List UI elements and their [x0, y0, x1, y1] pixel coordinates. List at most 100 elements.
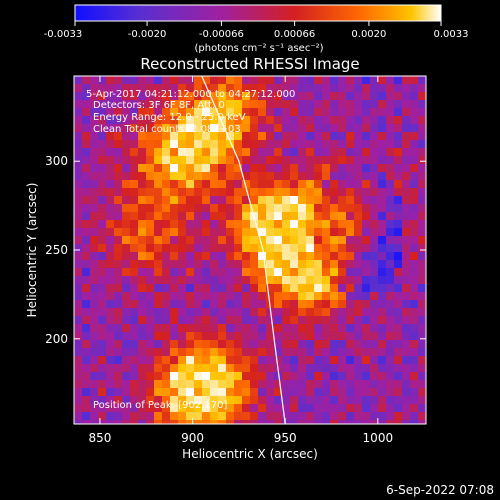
heatmap-cell	[298, 148, 307, 157]
heatmap-cell	[130, 396, 139, 405]
heatmap-cell	[338, 164, 347, 173]
heatmap-cell	[378, 164, 387, 173]
heatmap-cell	[274, 308, 283, 317]
heatmap-cell	[186, 140, 195, 149]
heatmap-cell	[74, 100, 83, 109]
heatmap-cell	[210, 356, 219, 365]
heatmap-cell	[114, 404, 123, 413]
heatmap-cell	[234, 180, 243, 189]
heatmap-cell	[98, 324, 107, 333]
heatmap-cell	[346, 156, 355, 165]
heatmap-cell	[306, 380, 315, 389]
heatmap-cell	[98, 84, 107, 93]
heatmap-cell	[418, 332, 426, 341]
heatmap-cell	[314, 316, 323, 325]
heatmap-cell	[122, 108, 131, 117]
heatmap-cell	[178, 84, 187, 93]
heatmap-cell	[202, 300, 211, 309]
heatmap-cell	[242, 348, 251, 357]
heatmap-cell	[218, 420, 227, 424]
heatmap-cell	[370, 212, 379, 221]
heatmap-cell	[146, 396, 155, 405]
heatmap-cell	[394, 100, 403, 109]
heatmap-cell	[178, 340, 187, 349]
heatmap-cell	[170, 332, 179, 341]
heatmap-cell	[282, 252, 291, 261]
heatmap-cell	[90, 180, 99, 189]
heatmap-cell	[210, 196, 219, 205]
heatmap-cell	[394, 164, 403, 173]
heatmap-cell	[82, 292, 91, 301]
heatmap-cell	[154, 172, 163, 181]
heatmap-cell	[138, 252, 147, 261]
heatmap-cell	[250, 268, 259, 277]
heatmap-cell	[370, 300, 379, 309]
heatmap-cell	[338, 324, 347, 333]
heatmap-cell	[386, 204, 395, 213]
heatmap-cell	[138, 212, 147, 221]
heatmap-cell	[354, 76, 363, 85]
heatmap-cell	[106, 316, 115, 325]
heatmap-cell	[194, 156, 203, 165]
heatmap-cell	[410, 204, 419, 213]
heatmap-cell	[202, 180, 211, 189]
heatmap-cell	[234, 332, 243, 341]
heatmap-cell	[418, 236, 426, 245]
heatmap-cell	[266, 356, 275, 365]
heatmap-cell	[418, 116, 426, 125]
y-tick-label: 250	[45, 243, 68, 257]
heatmap-cell	[210, 404, 219, 413]
heatmap-cell	[210, 372, 219, 381]
heatmap-cell	[282, 260, 291, 269]
heatmap-cell	[98, 244, 107, 253]
timestamp: 6-Sep-2022 07:08	[386, 483, 494, 497]
heatmap-cell	[74, 108, 83, 117]
heatmap-cell	[82, 348, 91, 357]
heatmap-cell	[218, 332, 227, 341]
heatmap-cell	[354, 364, 363, 373]
heatmap-cell	[274, 260, 283, 269]
heatmap-cell	[378, 380, 387, 389]
heatmap-cell	[202, 364, 211, 373]
heatmap-cell	[346, 380, 355, 389]
heatmap-cell	[394, 108, 403, 117]
heatmap-cell	[402, 92, 411, 101]
heatmap-cell	[338, 228, 347, 237]
heatmap-cell	[290, 276, 299, 285]
heatmap-cell	[242, 84, 251, 93]
heatmap-cell	[274, 140, 283, 149]
heatmap-cell	[410, 348, 419, 357]
heatmap-cell	[210, 172, 219, 181]
heatmap-cell	[298, 292, 307, 301]
heatmap-cell	[114, 84, 123, 93]
heatmap-cell	[162, 148, 171, 157]
heatmap-cell	[90, 364, 99, 373]
heatmap-cell	[122, 196, 131, 205]
heatmap-cell	[298, 236, 307, 245]
heatmap-cell	[218, 172, 227, 181]
heatmap-cell	[418, 148, 426, 157]
heatmap-cell	[226, 420, 235, 424]
heatmap-cell	[90, 220, 99, 229]
heatmap-cell	[322, 76, 331, 85]
heatmap-cell	[234, 396, 243, 405]
heatmap-cell	[138, 356, 147, 365]
heatmap-cell	[274, 244, 283, 253]
heatmap-cell	[362, 252, 371, 261]
heatmap-cell	[418, 300, 426, 309]
heatmap-cell	[162, 260, 171, 269]
heatmap-cell	[202, 244, 211, 253]
heatmap-cell	[410, 92, 419, 101]
heatmap-cell	[170, 220, 179, 229]
heatmap-cell	[354, 92, 363, 101]
heatmap-cell	[354, 100, 363, 109]
heatmap-cell	[250, 148, 259, 157]
heatmap-cell	[106, 180, 115, 189]
heatmap-cell	[74, 284, 83, 293]
heatmap-cell	[266, 268, 275, 277]
heatmap-cell	[178, 380, 187, 389]
heatmap-cell	[130, 180, 139, 189]
heatmap-cell	[106, 372, 115, 381]
heatmap-cell	[402, 324, 411, 333]
heatmap-cell	[298, 300, 307, 309]
